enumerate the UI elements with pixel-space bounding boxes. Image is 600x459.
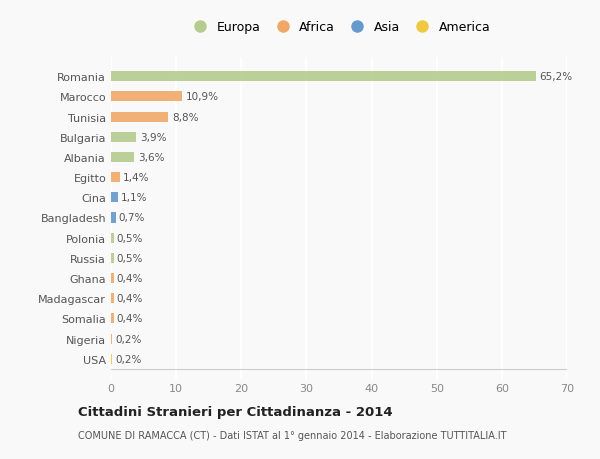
Text: 0,2%: 0,2%	[115, 334, 141, 344]
Text: 3,6%: 3,6%	[139, 152, 165, 162]
Text: 65,2%: 65,2%	[539, 72, 573, 82]
Bar	[111, 233, 114, 243]
Text: 0,4%: 0,4%	[116, 294, 143, 303]
Text: 0,4%: 0,4%	[116, 274, 143, 284]
Bar	[111, 132, 136, 142]
Bar	[111, 152, 134, 162]
Text: 0,5%: 0,5%	[117, 253, 143, 263]
Bar	[111, 274, 113, 284]
Text: Cittadini Stranieri per Cittadinanza - 2014: Cittadini Stranieri per Cittadinanza - 2…	[78, 405, 392, 419]
Text: 3,9%: 3,9%	[140, 133, 167, 142]
Bar	[111, 294, 113, 304]
Bar	[111, 193, 118, 203]
Bar	[111, 72, 536, 82]
Bar	[111, 173, 120, 183]
Text: 0,7%: 0,7%	[118, 213, 145, 223]
Text: COMUNE DI RAMACCA (CT) - Dati ISTAT al 1° gennaio 2014 - Elaborazione TUTTITALIA: COMUNE DI RAMACCA (CT) - Dati ISTAT al 1…	[78, 431, 506, 440]
Bar	[111, 92, 182, 102]
Text: 0,2%: 0,2%	[115, 354, 141, 364]
Bar	[111, 334, 112, 344]
Bar	[111, 313, 113, 324]
Legend: Europa, Africa, Asia, America: Europa, Africa, Asia, America	[185, 19, 493, 37]
Text: 0,5%: 0,5%	[117, 233, 143, 243]
Bar	[111, 112, 169, 123]
Bar	[111, 213, 116, 223]
Text: 1,1%: 1,1%	[121, 193, 147, 203]
Text: 8,8%: 8,8%	[172, 112, 199, 122]
Bar	[111, 253, 114, 263]
Text: 0,4%: 0,4%	[116, 314, 143, 324]
Text: 10,9%: 10,9%	[186, 92, 219, 102]
Bar	[111, 354, 112, 364]
Text: 1,4%: 1,4%	[123, 173, 149, 183]
